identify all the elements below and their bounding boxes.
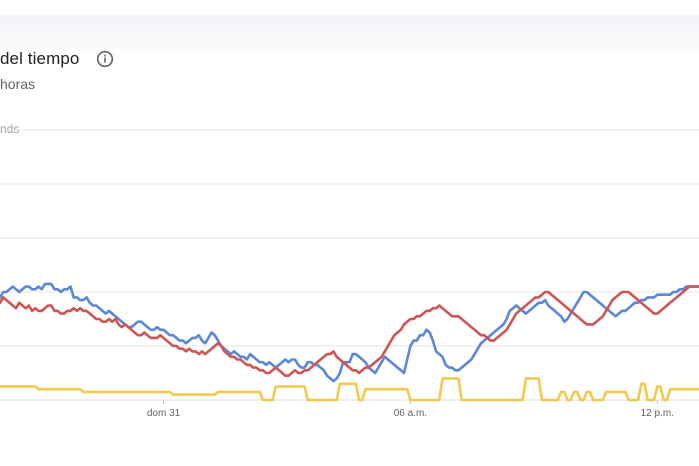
- x-tick-label: dom 31: [147, 408, 181, 419]
- top-bar: [0, 0, 699, 50]
- y-axis-top-label: nds: [0, 122, 20, 136]
- series-line-3: [0, 377, 699, 402]
- info-icon[interactable]: [96, 50, 114, 68]
- x-tick-label: 06 a.m.: [394, 408, 427, 419]
- series-line-2: [0, 285, 699, 378]
- x-tick-labels: dom 31 06 a.m. 12 p.m.: [147, 400, 674, 419]
- card-title: del tiempo: [0, 49, 80, 68]
- x-tick-label: 12 p.m.: [641, 408, 674, 419]
- series-lines: [0, 282, 699, 402]
- series-line-1: [0, 282, 699, 383]
- card-subtitle: horas: [0, 76, 36, 92]
